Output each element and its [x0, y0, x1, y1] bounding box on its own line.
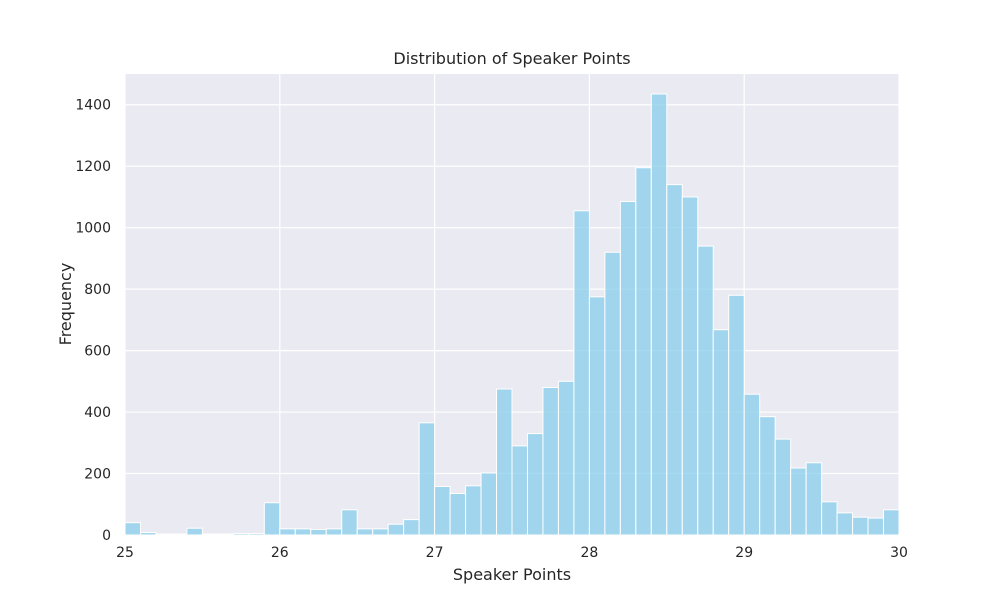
bar-layer — [124, 93, 900, 536]
histogram-bar — [511, 445, 528, 536]
histogram-bar — [217, 533, 234, 536]
histogram-bar — [496, 388, 513, 536]
histogram-bar — [650, 93, 668, 536]
histogram-bar — [743, 393, 761, 536]
histogram-bar — [526, 433, 544, 536]
y-tick-label: 400 — [84, 405, 111, 421]
histogram-bar — [697, 245, 714, 536]
histogram-bar — [480, 472, 498, 536]
histogram-bar — [852, 516, 869, 536]
histogram-bar — [310, 528, 327, 536]
histogram-bar — [619, 201, 637, 536]
y-tick-label: 0 — [102, 528, 111, 544]
histogram-bar — [124, 522, 141, 536]
histogram-bar — [294, 528, 312, 536]
histogram-bar — [588, 296, 606, 536]
x-axis-title: Speaker Points — [453, 565, 571, 584]
y-tick-label: 800 — [84, 282, 111, 298]
histogram-bar — [836, 512, 854, 536]
y-tick-label: 200 — [84, 467, 111, 483]
x-tick-label: 27 — [426, 545, 444, 561]
histogram-bar — [604, 251, 621, 536]
histogram-bar — [263, 502, 281, 536]
histogram-bar — [186, 527, 203, 536]
histogram-bar — [465, 485, 482, 536]
histogram-bar — [867, 517, 885, 536]
x-tick-label: 25 — [116, 545, 134, 561]
histogram-bar — [681, 196, 699, 536]
y-tick-layer: 0 200 400 600 800 1000 1200 1400 — [75, 98, 111, 544]
histogram-bar — [248, 532, 265, 536]
histogram-bar — [573, 210, 590, 536]
x-tick-label: 29 — [735, 545, 753, 561]
histogram-bar — [403, 519, 420, 536]
histogram-bar — [372, 528, 389, 536]
y-tick-label: 1400 — [75, 98, 111, 114]
histogram-bar — [805, 462, 823, 536]
y-tick-label: 1000 — [75, 221, 111, 237]
histogram-bar — [155, 533, 172, 536]
x-tick-label: 28 — [580, 545, 598, 561]
histogram-bar — [325, 528, 343, 536]
histogram-bar — [418, 422, 436, 536]
histogram-bar — [356, 528, 374, 536]
y-axis-title: Frequency — [56, 263, 75, 346]
histogram-bar — [387, 523, 405, 536]
histogram-bar — [790, 467, 807, 536]
histogram-bar — [666, 184, 683, 536]
histogram-bar — [434, 485, 451, 536]
histogram-bar — [821, 501, 838, 536]
grid-layer — [124, 74, 900, 536]
histogram-bar — [449, 493, 467, 536]
histogram-bar — [883, 509, 900, 536]
histogram-bar — [232, 532, 250, 536]
x-tick-label: 26 — [271, 545, 289, 561]
y-tick-label: 600 — [84, 344, 111, 360]
histogram-bar — [728, 294, 745, 536]
histogram-bar — [201, 533, 219, 536]
x-tick-layer: 25 26 27 28 29 30 — [116, 545, 908, 561]
y-tick-label: 1200 — [75, 159, 111, 175]
chart-title: Distribution of Speaker Points — [393, 49, 630, 68]
histogram-bar — [557, 380, 575, 536]
histogram-bar — [341, 509, 358, 536]
histogram-bar — [712, 329, 730, 536]
histogram-bar — [279, 528, 296, 536]
histogram-bar — [170, 533, 188, 536]
histogram-bar — [774, 438, 792, 536]
histogram-bar — [139, 532, 157, 536]
x-tick-label: 30 — [890, 545, 908, 561]
histogram-bar — [759, 416, 776, 536]
histogram-bar — [635, 167, 652, 536]
histogram-bar — [542, 386, 559, 536]
